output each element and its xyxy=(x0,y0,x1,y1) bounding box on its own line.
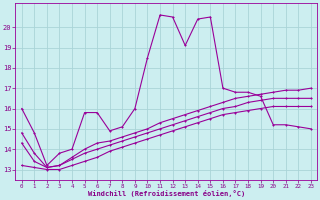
X-axis label: Windchill (Refroidissement éolien,°C): Windchill (Refroidissement éolien,°C) xyxy=(88,190,245,197)
